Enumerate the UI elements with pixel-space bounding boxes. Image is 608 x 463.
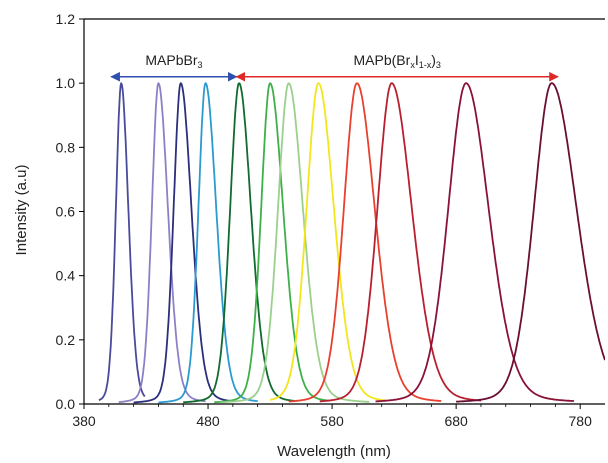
y-axis-title: Intensity (a.u) xyxy=(13,165,30,256)
emission-curve-12 xyxy=(455,82,605,403)
y-tick-label-4: 0.8 xyxy=(56,139,76,155)
label-mapbbr3: MAPbBr3 xyxy=(145,52,202,70)
emission-curve-9 xyxy=(288,82,442,403)
emission-curve-5 xyxy=(183,82,296,404)
x-tick-label-480: 480 xyxy=(196,413,220,429)
emission-curve-6 xyxy=(214,82,330,404)
y-tick-label-1: 0.2 xyxy=(56,332,76,348)
x-tick-label-380: 380 xyxy=(72,413,96,429)
x-tick-label-680: 680 xyxy=(444,413,468,429)
y-tick-label-0: 0.0 xyxy=(56,396,76,412)
y-tick-label-2: 0.4 xyxy=(56,268,76,284)
annotations: MAPbBr3 MAPb(Brx​I1-x​)3​ xyxy=(110,52,559,82)
emission-curve-1 xyxy=(98,82,146,401)
emission-curve-7 xyxy=(220,82,370,404)
y-tick-label-3: 0.6 xyxy=(56,204,76,220)
emission-curve-11 xyxy=(375,82,575,403)
y-tick-label-6: 1.2 xyxy=(56,11,76,27)
emission-curve-8 xyxy=(269,82,386,402)
x-axis-title: Wavelength (nm) xyxy=(277,443,391,460)
emission-curve-2 xyxy=(118,82,206,404)
emission-curve-10 xyxy=(319,82,482,403)
emission-curve-3 xyxy=(133,82,234,404)
x-tick-label-780: 780 xyxy=(569,413,593,429)
y-tick-label-5: 1.0 xyxy=(56,75,76,91)
axes: 380 480 580 680 780 0.0 0.2 0.4 0.6 0.8 1.0 1.2 xyxy=(56,11,605,429)
emission-curves xyxy=(98,82,605,404)
label-mapbbri: MAPb(Brx​I1-x​)3​ xyxy=(354,52,441,70)
emission-curve-4 xyxy=(158,82,258,404)
x-tick-label-580: 580 xyxy=(320,413,344,429)
